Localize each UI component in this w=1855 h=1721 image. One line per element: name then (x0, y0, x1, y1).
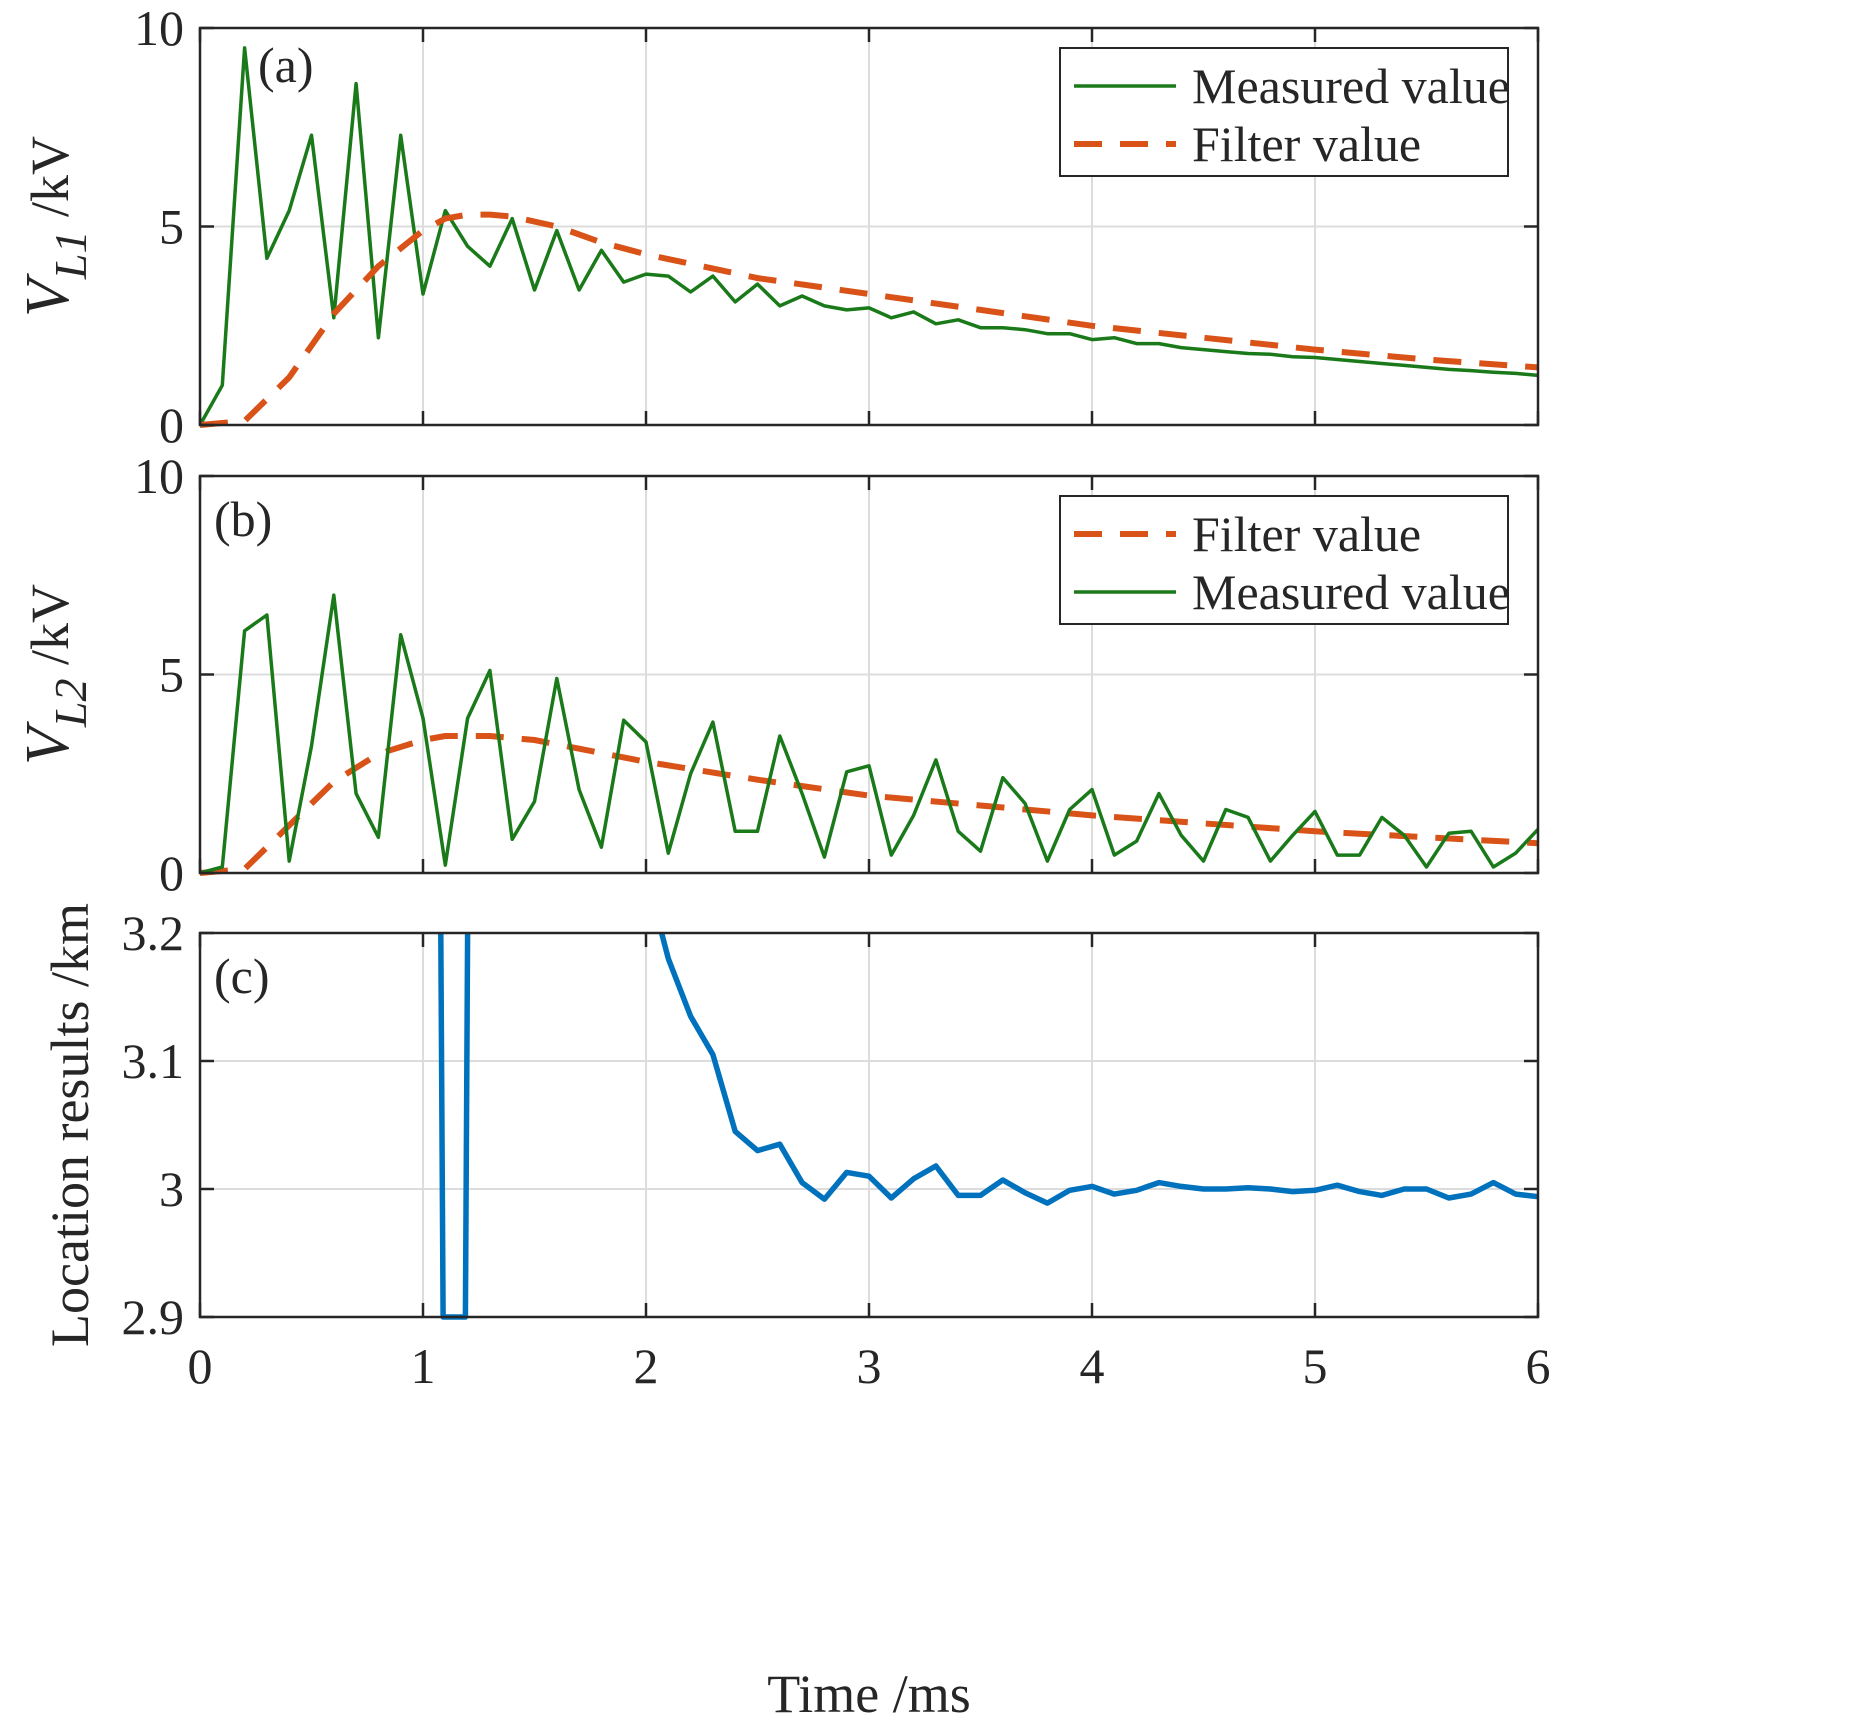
x-tick-label-6: 6 (1526, 1338, 1551, 1394)
panel-b-ticks: 0 5 10 (134, 448, 1540, 901)
panel-c: 2.9 3 3.1 3.2 (c) Location results /km (40, 903, 1540, 1347)
panel-b-ylabel: VL2 /kV (14, 584, 96, 765)
panel-b-series (199, 593, 1540, 876)
panel-c-ticks: 2.9 3 3.1 3.2 (122, 905, 1540, 1345)
panel-b-label: (b) (214, 491, 272, 547)
panel-c-series-1-line (658, 932, 1539, 1206)
panel-a-legend-box (1059, 47, 1509, 177)
panel-a-series-measured-value-line (198, 46, 1539, 426)
panel-c-ytick-label-2: 3.1 (122, 1033, 185, 1089)
panel-b-ytick-label-2: 10 (134, 448, 184, 504)
x-tick-label-3: 3 (857, 1338, 882, 1394)
panel-c-grid (199, 932, 1539, 1318)
panel-b-ylabel-unit: /kV (20, 584, 80, 679)
panel-a-ticks: 0 5 10 (134, 0, 1540, 453)
panel-a-legend-label-0: Measured value (1192, 58, 1510, 114)
panel-a-legend-label-1: Filter value (1192, 116, 1421, 172)
panel-b-ylabel-main: V (14, 721, 82, 765)
panel-b-legend-label-0: Filter value (1192, 506, 1421, 562)
panel-a-series (198, 46, 1539, 428)
panel-a-ylabel: VL1 /kV (14, 136, 96, 317)
x-tick-label-0: 0 (188, 1338, 213, 1394)
panel-a-ytick-label-1: 5 (159, 199, 184, 255)
panel-c-ytick-label-1: 3 (159, 1161, 184, 1217)
panel-a-ylabel-unit: /kV (20, 136, 80, 231)
panel-a-ylabel-main: V (14, 273, 82, 317)
panel-a-ylabel-sub: L1 (45, 231, 96, 281)
panel-b-ylabel-sub: L2 (45, 679, 96, 729)
x-axis-label: Time /ms (767, 1664, 971, 1721)
panel-b-ytick-label-1: 5 (159, 647, 184, 703)
panel-a-series-filter-value-line (199, 211, 1539, 428)
x-tick-label-1: 1 (411, 1338, 436, 1394)
x-tick-label-4: 4 (1080, 1338, 1105, 1394)
x-tick-label-5: 5 (1303, 1338, 1328, 1394)
x-tick-labels: 0 1 2 3 4 5 6 (188, 1338, 1551, 1394)
panel-a-ytick-label-0: 0 (159, 397, 184, 453)
panel-c-series (438, 932, 1539, 1320)
panel-a-ytick-label-2: 10 (134, 0, 184, 56)
panel-b-series-filter-value-line (199, 733, 1539, 876)
panel-b-series-measured-value-line (199, 593, 1540, 875)
panel-c-label: (c) (214, 948, 270, 1004)
panel-a-label: (a) (258, 37, 314, 93)
panel-b-legend-box (1059, 495, 1509, 625)
panel-b-ytick-label-0: 0 (159, 845, 184, 901)
panel-c-ytick-label-3: 3.2 (122, 905, 185, 961)
panel-b-legend-label-1: Measured value (1192, 564, 1510, 620)
x-tick-label-2: 2 (634, 1338, 659, 1394)
panel-c-ylabel: Location results /km (40, 903, 100, 1347)
panel-c-series-0-line (438, 932, 471, 1320)
panel-c-ytick-label-0: 2.9 (122, 1289, 185, 1345)
